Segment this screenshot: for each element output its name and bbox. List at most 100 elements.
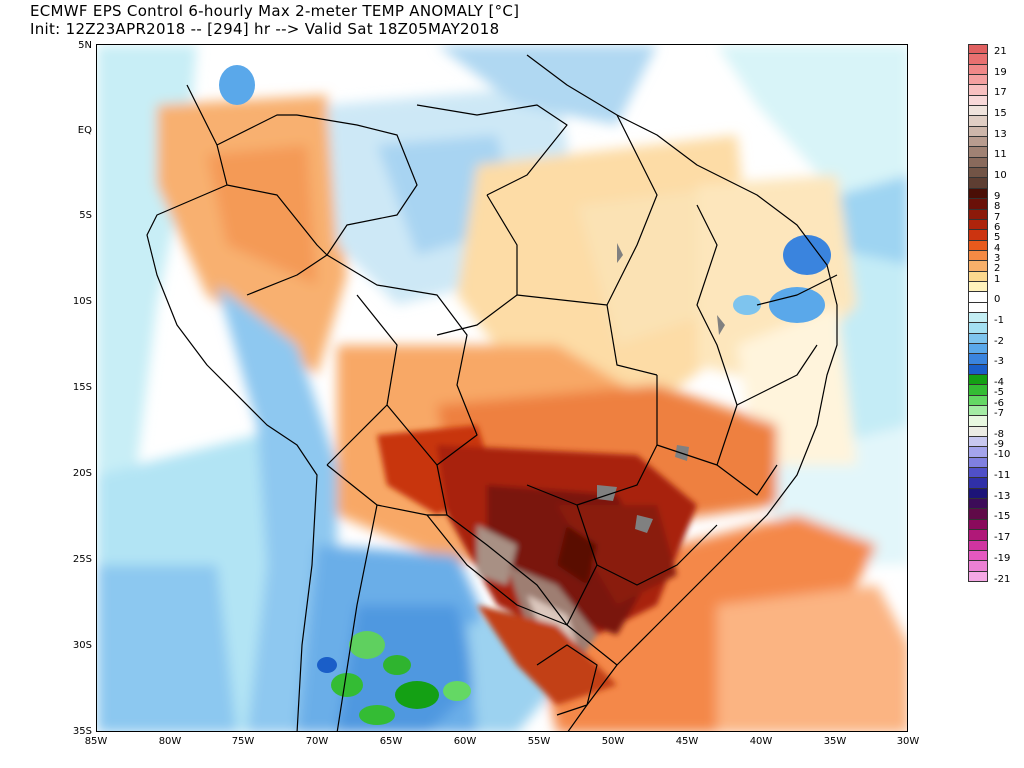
colorbar-swatch bbox=[968, 385, 988, 396]
colorbar-swatch bbox=[968, 395, 988, 407]
colorbar-label: 17 bbox=[994, 87, 1007, 99]
colorbar-swatch bbox=[968, 302, 988, 313]
colorbar-label: -4 bbox=[994, 377, 1004, 388]
colorbar-swatch bbox=[968, 292, 988, 303]
colorbar-step: -9 bbox=[968, 437, 1018, 450]
colorbar-swatch bbox=[968, 426, 988, 438]
colorbar-swatch bbox=[968, 478, 988, 489]
colorbar-swatch bbox=[968, 168, 988, 179]
lat-label-5s: 5S bbox=[79, 210, 92, 221]
colorbar-swatch bbox=[968, 364, 988, 375]
colorbar-label: 10 bbox=[994, 170, 1007, 182]
lon-label-70w: 70W bbox=[305, 736, 329, 747]
colorbar-label: 5 bbox=[994, 232, 1001, 244]
colorbar-step: 1 bbox=[968, 271, 1018, 284]
lon-label-45w: 45W bbox=[675, 736, 699, 747]
colorbar-step: 3 bbox=[968, 250, 1018, 263]
colorbar-step bbox=[968, 178, 1018, 189]
colorbar-step: 11 bbox=[968, 147, 1018, 160]
colorbar-swatch bbox=[968, 333, 988, 344]
colorbar-swatch bbox=[968, 447, 988, 458]
colorbar-label: -13 bbox=[994, 490, 1011, 502]
colorbar-swatch bbox=[968, 323, 988, 334]
colorbar-step bbox=[968, 95, 1018, 107]
lat-label-eq: EQ bbox=[77, 125, 92, 136]
lon-label-85w: 85W bbox=[84, 736, 108, 747]
colorbar-label: 4 bbox=[994, 242, 1001, 254]
colorbar-label: -7 bbox=[994, 408, 1004, 420]
colorbar-swatch bbox=[968, 137, 988, 148]
colorbar-step: -17 bbox=[968, 530, 1018, 544]
colorbar-step: 5 bbox=[968, 230, 1018, 244]
colorbar-step bbox=[968, 364, 1018, 375]
colorbar-step bbox=[968, 416, 1018, 427]
colorbar-label: -6 bbox=[994, 397, 1004, 409]
colorbar-step bbox=[968, 281, 1018, 293]
lat-label-30s: 30S bbox=[72, 640, 92, 651]
colorbar-swatch bbox=[968, 178, 988, 189]
colorbar-swatch bbox=[968, 550, 988, 562]
lat-label-20s: 20S bbox=[72, 468, 92, 479]
colorbar-swatch bbox=[968, 250, 988, 262]
colorbar-step bbox=[968, 54, 1018, 65]
colorbar-step bbox=[968, 323, 1018, 334]
colorbar-step: 17 bbox=[968, 85, 1018, 99]
colorbar-step: -15 bbox=[968, 509, 1018, 523]
colorbar-swatch bbox=[968, 343, 988, 355]
colorbar-step bbox=[968, 457, 1018, 469]
lat-label-10s: 10S bbox=[72, 296, 92, 307]
lon-label-60w: 60W bbox=[453, 736, 477, 747]
colorbar-step: -13 bbox=[968, 488, 1018, 502]
lat-label-15s: 15S bbox=[72, 382, 92, 393]
colorbar-step: 6 bbox=[968, 219, 1018, 232]
colorbar-label: -15 bbox=[994, 511, 1011, 523]
colorbar-swatch bbox=[968, 406, 988, 417]
colorbar-swatch bbox=[968, 95, 988, 107]
colorbar-swatch bbox=[968, 44, 988, 55]
colorbar-swatch bbox=[968, 116, 988, 127]
colorbar-step bbox=[968, 478, 1018, 489]
colorbar-step: -3 bbox=[968, 354, 1018, 368]
colorbar-step: -4 bbox=[968, 375, 1018, 388]
map-subtitle: Init: 12Z23APR2018 -- [294] hr --> Valid… bbox=[30, 20, 500, 38]
colorbar-swatch bbox=[968, 375, 988, 386]
colorbar-label: 15 bbox=[994, 108, 1007, 120]
colorbar-swatch bbox=[968, 261, 988, 272]
colorbar-step bbox=[968, 302, 1018, 313]
colorbar-step: 21 bbox=[968, 44, 1018, 57]
lon-label-50w: 50W bbox=[601, 736, 625, 747]
colorbar-label: 13 bbox=[994, 128, 1007, 140]
heat-core bbox=[377, 425, 697, 705]
colorbar-swatch bbox=[968, 312, 988, 324]
borders bbox=[146, 54, 838, 731]
colorbar-step: 9 bbox=[968, 188, 1018, 201]
colorbar-step: -19 bbox=[968, 550, 1018, 563]
colorbar-swatch bbox=[968, 85, 988, 96]
colorbar-label: -11 bbox=[994, 470, 1011, 482]
lat-label-5n: 5N bbox=[78, 40, 92, 51]
lon-label-65w: 65W bbox=[379, 736, 403, 747]
lon-label-75w: 75W bbox=[231, 736, 255, 747]
colorbar: 21 19 17 15 13 11 10 9 8 7 6 5 4 3 2 1 0 -1 -2 -3 -4 -5 -6 -7 -8… bbox=[968, 44, 1018, 584]
colorbar-step: 19 bbox=[968, 64, 1018, 77]
colorbar-step: -7 bbox=[968, 406, 1018, 420]
colorbar-step: 8 bbox=[968, 199, 1018, 212]
colorbar-step bbox=[968, 343, 1018, 355]
colorbar-label: -3 bbox=[994, 356, 1004, 368]
colorbar-step bbox=[968, 137, 1018, 148]
colorbar-swatch bbox=[968, 488, 988, 500]
lon-label-30w: 30W bbox=[896, 736, 920, 747]
colorbar-swatch bbox=[968, 437, 988, 448]
colorbar-swatch bbox=[968, 209, 988, 220]
colorbar-step: -8 bbox=[968, 426, 1018, 439]
colorbar-label: -17 bbox=[994, 532, 1011, 544]
colorbar-step: 0 bbox=[968, 292, 1018, 305]
colorbar-swatch bbox=[968, 126, 988, 138]
colorbar-step bbox=[968, 116, 1018, 127]
cold-cells bbox=[219, 65, 831, 725]
colorbar-swatch bbox=[968, 75, 988, 86]
colorbar-swatch bbox=[968, 54, 988, 65]
colorbar-swatch bbox=[968, 281, 988, 293]
colorbar-swatch bbox=[968, 571, 988, 582]
colorbar-swatch bbox=[968, 64, 988, 76]
